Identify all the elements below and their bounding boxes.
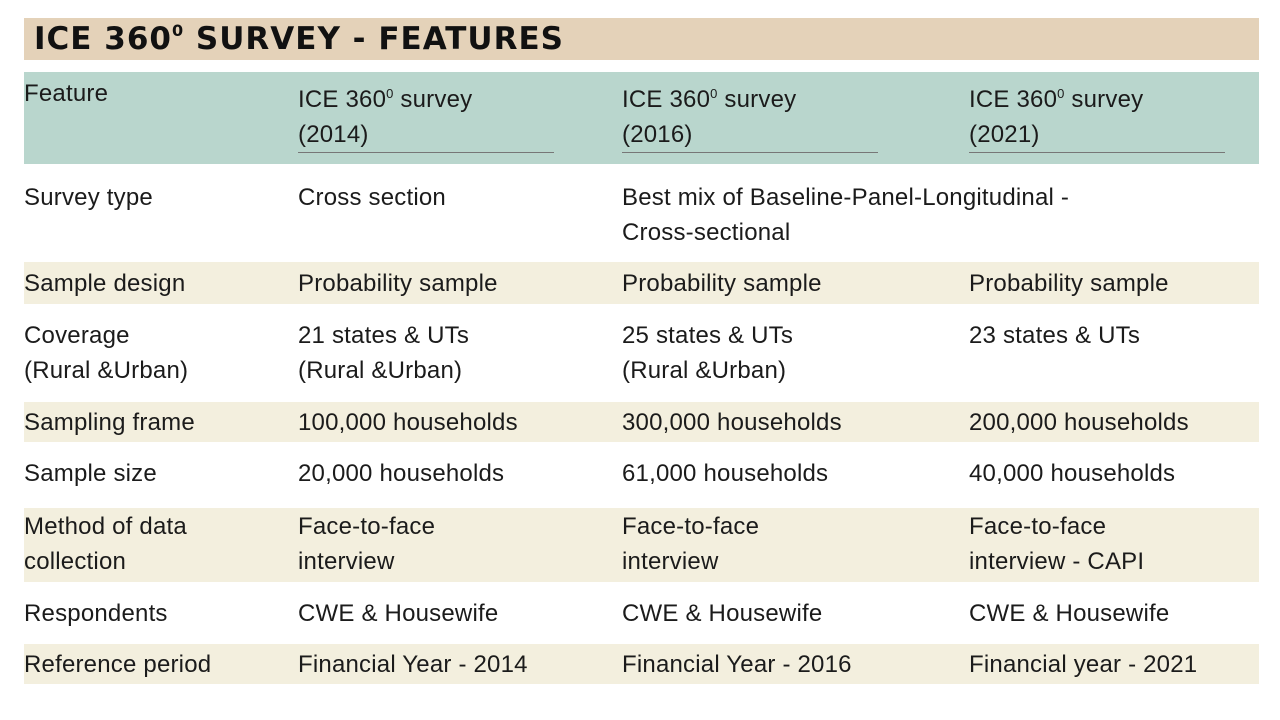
row-feature: Sample size — [24, 460, 157, 487]
row-2016: CWE & Housewife — [622, 600, 823, 627]
row-2014: CWE & Housewife — [298, 600, 499, 627]
row-2014: Cross section — [298, 184, 446, 211]
header-underline — [298, 152, 554, 153]
row-feature: Method of data collection — [24, 513, 187, 575]
row-feature: Respondents — [24, 600, 168, 627]
row-2016: Best mix of Baseline-Panel-Longitudinal … — [622, 184, 1070, 246]
table-row: Sampling frame 100,000 households 300,00… — [24, 402, 1259, 442]
header-feature: Feature — [24, 80, 109, 107]
row-2016: Face-to-face interview — [622, 513, 760, 575]
title-rest: SURVEY - FEATURES — [184, 21, 564, 57]
row-2014: Financial Year - 2014 — [298, 651, 528, 678]
header-underline — [622, 152, 878, 153]
title-degree: 0 — [171, 20, 185, 40]
header-underline — [969, 152, 1225, 153]
title-main: ICE 360 — [34, 21, 172, 57]
page-title: ICE 3600 SURVEY - FEATURES — [34, 21, 564, 57]
row-2016: 25 states & UTs (Rural &Urban) — [622, 322, 794, 384]
row-2014: 20,000 households — [298, 460, 505, 487]
row-2014: 100,000 households — [298, 409, 518, 436]
row-2016: 61,000 households — [622, 460, 829, 487]
table-row: Sample size 20,000 households 61,000 hou… — [24, 456, 1259, 496]
row-feature: Sample design — [24, 270, 186, 297]
row-2014: Face-to-face interview — [298, 513, 436, 575]
title-bar: ICE 3600 SURVEY - FEATURES — [24, 18, 1259, 60]
row-2021: CWE & Housewife — [969, 600, 1170, 627]
row-2014: Probability sample — [298, 270, 498, 297]
row-2021: 40,000 households — [969, 460, 1176, 487]
table-row: Coverage (Rural &Urban) 21 states & UTs … — [24, 318, 1259, 390]
row-2016: Probability sample — [622, 270, 822, 297]
row-2021: Probability sample — [969, 270, 1169, 297]
row-feature: Sampling frame — [24, 409, 195, 436]
row-2021: 200,000 households — [969, 409, 1189, 436]
table-header: Feature ICE 3600 survey (2014) ICE 3600 … — [24, 72, 1259, 164]
table-row: Sample design Probability sample Probabi… — [24, 262, 1259, 304]
row-2014: 21 states & UTs (Rural &Urban) — [298, 322, 470, 384]
row-feature: Reference period — [24, 651, 212, 678]
header-2021: ICE 3600 survey (2021) — [969, 86, 1144, 148]
row-2016: 300,000 households — [622, 409, 842, 436]
table-row: Method of data collection Face-to-face i… — [24, 508, 1259, 582]
header-2014: ICE 3600 survey (2014) — [298, 86, 473, 148]
row-2021: Financial year - 2021 — [969, 651, 1198, 678]
row-2016: Financial Year - 2016 — [622, 651, 852, 678]
row-feature: Survey type — [24, 184, 153, 211]
header-2016: ICE 3600 survey (2016) — [622, 86, 797, 148]
row-2021: 23 states & UTs — [969, 322, 1141, 349]
row-2021: Face-to-face interview - CAPI — [969, 513, 1145, 575]
row-feature: Coverage (Rural &Urban) — [24, 322, 189, 384]
table-row: Survey type Cross section Best mix of Ba… — [24, 180, 1259, 252]
table-row: Reference period Financial Year - 2014 F… — [24, 644, 1259, 684]
table-row: Respondents CWE & Housewife CWE & Housew… — [24, 596, 1259, 636]
